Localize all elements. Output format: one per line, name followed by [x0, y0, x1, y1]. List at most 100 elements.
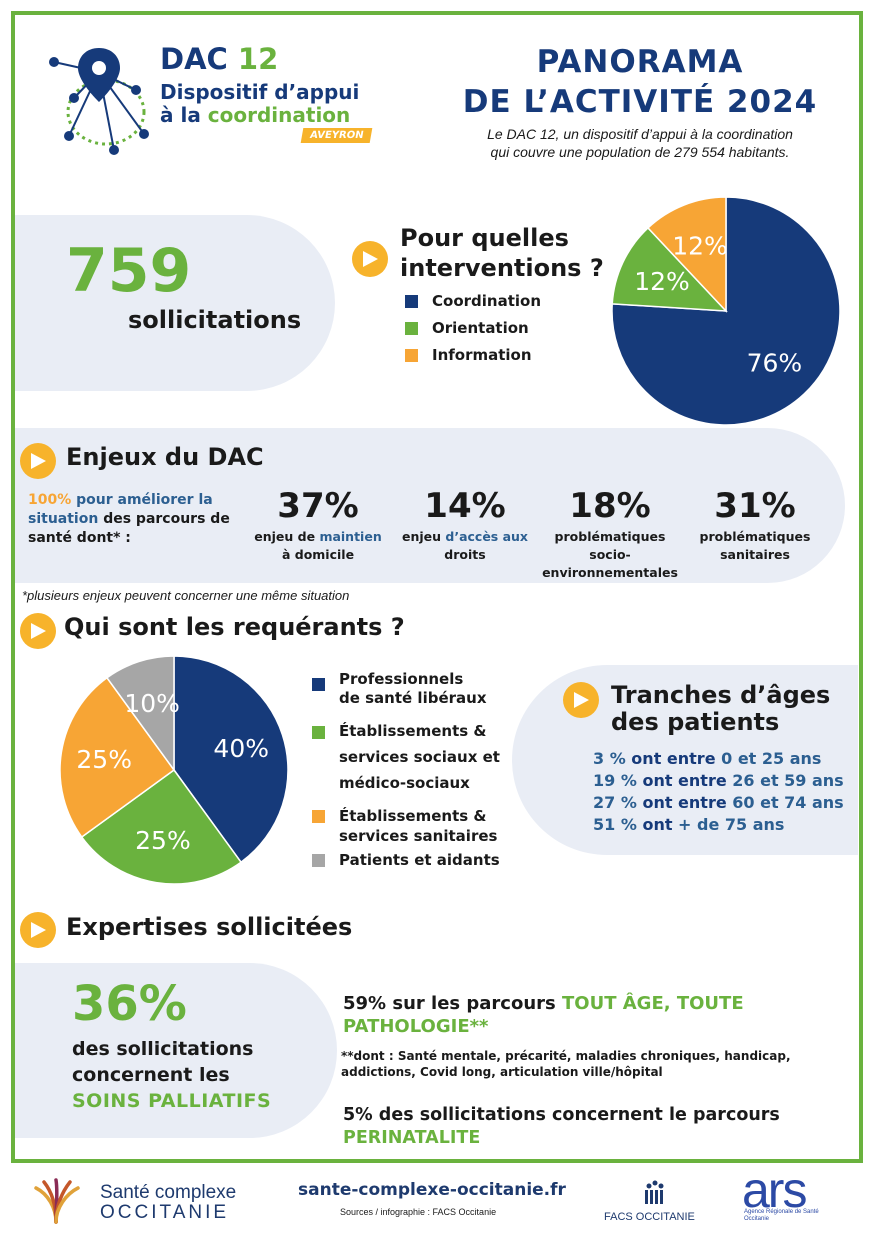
- enjeux-intro: 100% pour améliorer la situation des par…: [28, 491, 258, 548]
- enjeu-label: environnementales: [542, 565, 678, 580]
- section-arrow-icon: [20, 912, 56, 948]
- expertises-p2-a: 5% des sollicitations concernent le parc…: [343, 1105, 780, 1125]
- legend-item: Établissements & services sociaux et médic…: [312, 718, 512, 796]
- ages-list: 3 % ont entre 0 et 25 ans 19 % ont entre…: [593, 748, 844, 836]
- enjeu-label: à domicile: [281, 547, 355, 562]
- legend-item: Information: [405, 346, 541, 364]
- sollicitations-panel: [15, 215, 335, 391]
- enjeux-footnote: *plusieurs enjeux peuvent concerner une …: [22, 588, 350, 603]
- logo-dac-text: DAC: [160, 42, 228, 76]
- sante-complexe-logo-icon: [34, 1178, 80, 1224]
- age-row: 19 % ont entre 26 et 59 ans: [593, 771, 844, 790]
- enjeux-intro-b: situation: [28, 511, 99, 527]
- legend-label: Établissements &: [339, 807, 487, 825]
- enjeu-label: maintien: [319, 529, 382, 544]
- facs-logo-icon: [645, 1180, 664, 1204]
- logo-line1: Dispositif d’appui: [160, 80, 360, 104]
- expertises-big-pct: 36%: [72, 976, 187, 1032]
- enjeu-label: socio-: [589, 547, 631, 562]
- sources-text: Sources / infographie : FACS Occitanie: [340, 1207, 497, 1217]
- expertises-big-l1: des sollicitations: [72, 1038, 254, 1060]
- enjeu-value: 18%: [569, 486, 651, 526]
- legend-item: Professionnels de santé libéraux: [312, 670, 512, 708]
- enjeu-value: 31%: [714, 486, 796, 526]
- enjeu-label: sanitaires: [720, 547, 790, 562]
- enjeux-intro-d: santé dont* :: [28, 530, 131, 546]
- expertises-note-l2: addictions, Covid long, articulation vil…: [341, 1065, 663, 1079]
- pie-slice: [105, 655, 175, 773]
- page-title-line2: DE L’ACTIVITÉ 2024: [462, 84, 818, 120]
- legend-item: Établissements & services sanitaires: [312, 806, 512, 846]
- enjeux-intro-pct: 100%: [28, 492, 72, 508]
- legend-label: services sociaux et: [339, 748, 500, 766]
- legend-label: Patients et aidants: [339, 851, 500, 869]
- enjeux-panel: [15, 428, 845, 583]
- pie-slice: [173, 655, 289, 864]
- pie-slice: [59, 676, 176, 839]
- sollicitations-number: 759: [66, 236, 192, 306]
- page-title-line1: PANORAMA: [536, 44, 744, 80]
- legend-label: Établissements &: [339, 722, 487, 740]
- sante-complexe-line1: Santé complexe: [100, 1182, 237, 1203]
- enjeu-label: problématiques: [554, 529, 666, 544]
- legend-label: médico-sociaux: [339, 774, 470, 792]
- pie-slice: [646, 196, 727, 313]
- expertises-big-l3: SOINS PALLIATIFS: [72, 1090, 272, 1112]
- pie-slice: [611, 226, 728, 312]
- expertises-note-l1: **dont : Santé mentale, précarité, malad…: [341, 1049, 791, 1063]
- expertises-p1-c: PATHOLOGIE**: [343, 1016, 489, 1037]
- dac-logo: DAC 12 Dispositif d’appui à la coordinat…: [44, 40, 389, 160]
- section-arrow-icon: [563, 682, 599, 718]
- logo-line2-a: à la: [160, 103, 208, 127]
- pie-slice-label: 40%: [213, 734, 269, 763]
- pie-slice-label: 10%: [124, 689, 180, 718]
- enjeux-intro-c: des parcours de: [98, 511, 230, 527]
- enjeu-value: 37%: [277, 486, 359, 526]
- requerants-pie-chart: 40% 25% 25% 10%: [59, 655, 289, 885]
- enjeu-label: droits: [444, 547, 486, 562]
- ages-title-line1: Tranches d’âges: [611, 681, 831, 709]
- legend-swatch: [312, 726, 325, 739]
- interventions-pie-chart: 76% 12% 12%: [611, 196, 841, 426]
- ages-title-line2: des patients: [611, 708, 780, 736]
- legend-swatch: [405, 295, 418, 308]
- legend-label: services sanitaires: [339, 827, 498, 845]
- enjeu-item: 31% problématiques sanitaires: [685, 486, 825, 564]
- sollicitations-label: sollicitations: [128, 306, 302, 334]
- legend-item: Coordination: [405, 292, 541, 310]
- legend-swatch: [405, 349, 418, 362]
- enjeu-label: enjeu de: [254, 529, 320, 544]
- expertises-big-l2: concernent les: [72, 1064, 230, 1086]
- logo-number: 12: [237, 42, 279, 76]
- facs-label: FACS OCCITANIE: [604, 1211, 695, 1223]
- ars-subtitle-2: Occitanie: [744, 1216, 770, 1222]
- enjeux-title: Enjeux du DAC: [66, 443, 264, 471]
- enjeu-label: problématiques: [699, 529, 811, 544]
- interventions-title-line2: interventions ?: [400, 254, 604, 282]
- website-link[interactable]: sante-complexe-occitanie.fr: [298, 1180, 566, 1200]
- enjeu-item: 14% enjeu d’accès aux droits: [395, 486, 535, 564]
- pie-slice-label: 12%: [634, 267, 690, 296]
- legend-swatch: [312, 678, 325, 691]
- age-row: 27 % ont entre 60 et 74 ans: [593, 793, 844, 812]
- legend-item: Orientation: [405, 319, 541, 337]
- section-arrow-icon: [20, 613, 56, 649]
- page-frame: [11, 11, 863, 1163]
- expertises-panel: [15, 963, 337, 1138]
- expertises-p1-a: 59% sur les parcours: [343, 993, 562, 1014]
- legend-swatch: [405, 322, 418, 335]
- expertises-p1-b: TOUT ÂGE, TOUTE: [562, 993, 744, 1014]
- subtitle-line2: qui couvre une population de 279 554 hab…: [490, 144, 790, 160]
- legend-item: Patients et aidants: [312, 850, 512, 870]
- pie-slice: [80, 768, 243, 885]
- requerants-title: Qui sont les requérants ?: [64, 613, 405, 641]
- enjeu-label: enjeu: [401, 529, 446, 544]
- requerants-legend: Professionnels de santé libéraux Établiss…: [312, 670, 512, 870]
- subtitle-line1: Le DAC 12, un dispositif d’appui à la co…: [487, 126, 793, 142]
- network-pin-icon: [49, 48, 149, 155]
- legend-label: Orientation: [432, 319, 529, 337]
- legend-label: Coordination: [432, 292, 541, 310]
- pie-slice-label: 25%: [76, 745, 132, 774]
- enjeu-label: d’accès aux: [445, 529, 528, 544]
- enjeux-intro-a: pour améliorer la: [71, 492, 213, 508]
